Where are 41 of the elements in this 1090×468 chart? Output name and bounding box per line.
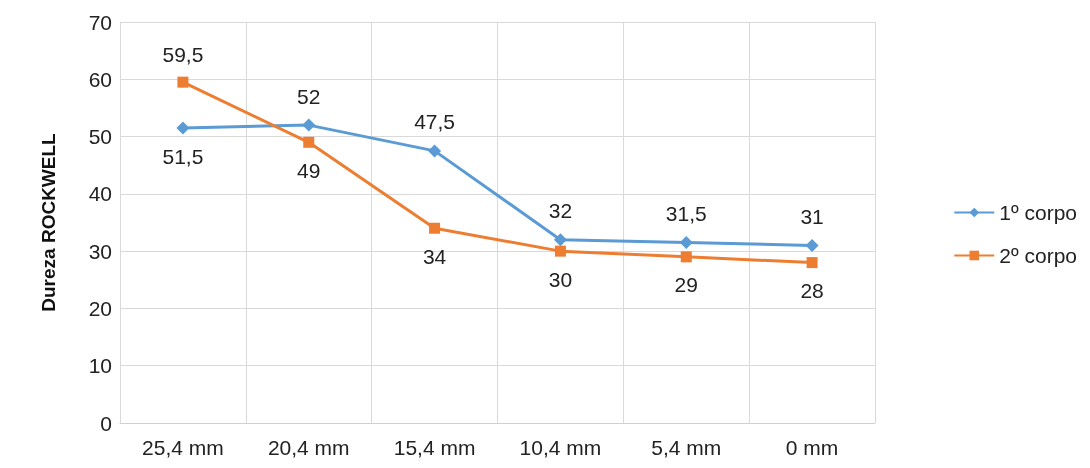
legend-label: 2º corpo (999, 244, 1077, 267)
data-label: 30 (548, 267, 573, 291)
point (554, 245, 566, 257)
data-label: 47,5 (414, 110, 456, 134)
data-label: 32 (548, 199, 573, 223)
point (176, 121, 190, 135)
data-label: 51,5 (162, 145, 204, 169)
point (680, 251, 692, 263)
data-label: 31 (800, 204, 824, 228)
y-tick-label: 10 (88, 354, 112, 378)
x-tick-label: 15,4 mm (393, 436, 476, 459)
y-tick-label: 50 (88, 125, 112, 149)
y-tick-label: 70 (88, 10, 112, 34)
data-label: 52 (297, 84, 321, 108)
data-label: 31,5 (665, 202, 707, 226)
point (429, 222, 441, 234)
y-tick-label: 40 (88, 182, 112, 206)
point (806, 257, 818, 269)
point (177, 76, 189, 88)
y-tick-label: 20 (88, 296, 112, 320)
point (428, 144, 442, 158)
legend-label: 1º corpo (999, 201, 1077, 224)
y-tick-label: 0 (100, 411, 112, 435)
data-label: 34 (422, 244, 447, 268)
point (679, 236, 693, 250)
point (553, 233, 567, 247)
point (302, 118, 316, 132)
data-label: 29 (674, 273, 698, 297)
point (303, 136, 315, 148)
y-tick-label: 30 (88, 239, 112, 263)
x-tick-label: 5,4 mm (651, 436, 722, 459)
x-tick-label: 10,4 mm (519, 436, 602, 459)
y-axis-title: Dureza ROCKWELL (38, 132, 59, 312)
data-label: 49 (297, 158, 321, 182)
data-label: 28 (800, 279, 824, 303)
x-tick-label: 0 mm (785, 436, 839, 459)
data-label: 59,5 (162, 42, 204, 66)
point (805, 238, 819, 252)
x-tick-label: 20,4 mm (267, 436, 350, 459)
y-tick-label: 60 (88, 67, 112, 91)
x-tick-label: 25,4 mm (142, 436, 224, 459)
